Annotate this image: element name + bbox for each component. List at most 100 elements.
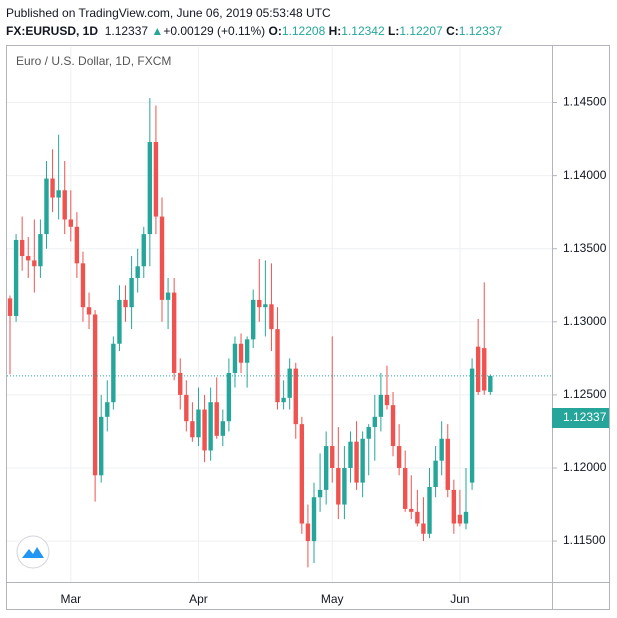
candle-body <box>153 142 159 217</box>
x-tick-label: Mar <box>60 592 81 606</box>
up-arrow: ▲ <box>151 24 164 38</box>
low: 1.12207 <box>399 24 443 38</box>
candle-body <box>323 446 329 490</box>
x-tick-label: May <box>321 592 344 606</box>
candle-body <box>457 514 463 524</box>
x-tick-label: Apr <box>189 592 208 606</box>
candle-body <box>439 438 444 461</box>
candle-body <box>305 523 311 542</box>
published-line: Published on TradingView.com, June 06, 2… <box>6 6 331 20</box>
y-tick-label: 1.13500 <box>563 241 607 255</box>
price: 1.12337 <box>104 24 149 38</box>
candle-body <box>147 142 153 235</box>
close: 1.12337 <box>458 24 503 38</box>
open-label: O: <box>268 24 282 38</box>
candle-body <box>372 416 377 428</box>
candle-body <box>293 368 298 425</box>
candle-body <box>19 239 25 257</box>
candle-body <box>7 298 13 316</box>
candle-body <box>287 368 292 398</box>
candle-body <box>354 441 359 483</box>
candle-body <box>281 397 286 403</box>
candle-body <box>80 263 86 308</box>
candle-body <box>421 523 426 534</box>
candle-body <box>68 219 73 227</box>
high-label: H: <box>328 24 342 38</box>
candle-body <box>50 178 55 198</box>
candle-body <box>184 394 189 422</box>
y-tick-label: 1.12500 <box>563 387 607 401</box>
candle-body <box>451 489 457 524</box>
y-tick-label: 1.11500 <box>563 533 606 547</box>
candle-body <box>141 234 146 267</box>
candle-body <box>275 329 280 403</box>
candle-body <box>403 467 408 509</box>
candle-body <box>62 190 67 220</box>
header: Published on TradingView.com, June 06, 2… <box>6 4 502 40</box>
candle-body <box>123 299 128 308</box>
candle-body <box>44 178 49 235</box>
y-tick-label: 1.14500 <box>563 95 607 109</box>
candle-body <box>469 368 475 483</box>
price-label-box <box>552 408 609 428</box>
y-tick-label: 1.12000 <box>563 460 607 474</box>
candle-body <box>86 307 92 315</box>
candle-body <box>74 226 80 264</box>
candle-body <box>463 511 469 524</box>
candle-body <box>488 375 493 392</box>
candle-body <box>105 402 110 417</box>
candle-body <box>330 446 335 468</box>
price-label: 1.12337 <box>563 410 607 424</box>
logo <box>16 535 50 569</box>
candle-body <box>257 299 262 308</box>
candle-body <box>409 508 414 512</box>
quote-line: FX:EURUSD, 1D 1.12337 ▲+0.00129 (+0.11%)… <box>6 22 502 40</box>
candle-body <box>13 239 19 316</box>
low-label: L: <box>388 24 400 38</box>
x-tick-label: Jun <box>450 592 469 606</box>
candle-body <box>220 421 225 436</box>
candle-body <box>117 299 122 344</box>
candle-body <box>190 421 195 438</box>
close-label: C: <box>446 24 459 38</box>
candle-body <box>232 343 238 373</box>
candle-body <box>238 343 244 363</box>
candle-body <box>251 299 256 340</box>
chart-title: Euro / U.S. Dollar, 1D, FXCM <box>16 54 171 68</box>
candle-body <box>299 424 305 524</box>
candle-body <box>427 486 432 534</box>
candle-body <box>317 489 323 498</box>
candle-body <box>445 438 450 490</box>
candle-body <box>378 394 384 417</box>
candle-body <box>482 348 487 391</box>
candle-body <box>311 497 317 542</box>
candle-body <box>111 343 116 403</box>
candle-body <box>433 460 438 487</box>
candle-body <box>348 441 353 468</box>
logo-mark <box>22 547 44 558</box>
candle-body <box>165 292 171 300</box>
candle-body <box>244 339 250 363</box>
candle-body <box>159 216 165 300</box>
high: 1.12342 <box>341 24 385 38</box>
candle-body <box>26 256 31 261</box>
candle-body <box>38 234 43 267</box>
candle-body <box>366 427 371 439</box>
candle-body <box>92 314 98 476</box>
candle-body <box>171 292 177 373</box>
candle-body <box>196 409 201 438</box>
candle-body <box>32 260 37 267</box>
candle-body <box>342 467 347 505</box>
frame <box>6 45 610 610</box>
candle-body <box>56 190 61 198</box>
y-tick-label: 1.13000 <box>563 314 607 328</box>
candle-body <box>390 405 396 447</box>
candle-body <box>99 416 104 476</box>
candle-body <box>202 409 207 451</box>
candle-body <box>336 467 341 505</box>
candle-body <box>415 511 420 524</box>
candle-body <box>384 394 390 406</box>
candle-body <box>263 304 268 308</box>
